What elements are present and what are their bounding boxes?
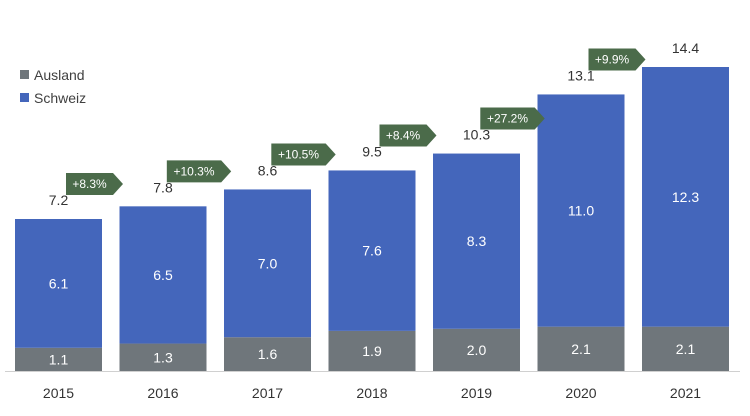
- growth-label-2021: +9.9%: [595, 52, 630, 66]
- bar-schweiz-2015: [15, 219, 102, 348]
- bar-label-schweiz-2021: 12.3: [672, 189, 699, 205]
- bar-label-ausland-2021: 2.1: [676, 341, 696, 357]
- bar-label-ausland-2020: 2.1: [571, 341, 591, 357]
- growth-tag-2017: [166, 160, 232, 183]
- growth-tag-2018: [271, 143, 336, 166]
- bar-ausland-2018: [328, 330, 416, 371]
- bar-label-schweiz-2018: 7.6: [362, 243, 382, 259]
- bar-label-schweiz-2020: 11.0: [568, 203, 594, 219]
- legend: Ausland Schweiz: [20, 63, 86, 109]
- bar-ausland-2015: [15, 347, 102, 371]
- bar-label-ausland-2016: 1.3: [153, 349, 173, 365]
- total-label-2017: 8.6: [258, 162, 278, 178]
- bar-label-schweiz-2017: 7.0: [258, 255, 278, 271]
- bar-ausland-2016: [119, 343, 207, 371]
- bar-ausland-2021: [642, 326, 729, 371]
- growth-tag-2016: [66, 173, 123, 195]
- bar-schweiz-2021: [642, 67, 729, 327]
- bar-schweiz-2019: [433, 153, 520, 329]
- legend-label-ausland: Ausland: [34, 66, 85, 83]
- x-tick-2021: 2021: [670, 385, 701, 401]
- total-label-2019: 10.3: [463, 127, 490, 143]
- bar-label-schweiz-2015: 6.1: [49, 275, 69, 291]
- legend-item-ausland: Ausland: [20, 63, 86, 86]
- bar-label-ausland-2017: 1.6: [258, 346, 278, 362]
- growth-label-2016: +8.3%: [72, 177, 107, 191]
- x-tick-2017: 2017: [252, 385, 283, 401]
- bar-label-schweiz-2016: 6.5: [153, 267, 173, 283]
- x-tick-2018: 2018: [356, 385, 387, 401]
- x-tick-2019: 2019: [461, 385, 492, 401]
- growth-tag-2020: [480, 107, 545, 130]
- growth-label-2018: +10.5%: [278, 147, 319, 161]
- total-label-2018: 9.5: [362, 143, 382, 159]
- bar-label-ausland-2015: 1.1: [49, 351, 69, 367]
- total-label-2016: 7.8: [153, 179, 173, 195]
- x-tick-2015: 2015: [43, 385, 74, 401]
- total-label-2015: 7.2: [49, 192, 69, 208]
- legend-label-schweiz: Schweiz: [34, 89, 87, 106]
- growth-tag-2021: [588, 48, 646, 71]
- bar-label-ausland-2018: 1.9: [362, 343, 382, 359]
- legend-swatch-schweiz: [20, 93, 29, 102]
- bar-schweiz-2017: [224, 189, 311, 338]
- growth-label-2020: +27.2%: [487, 112, 528, 126]
- bar-label-ausland-2019: 2.0: [467, 342, 487, 358]
- total-label-2020: 13.1: [567, 67, 594, 83]
- legend-item-schweiz: Schweiz: [20, 86, 86, 109]
- total-label-2021: 14.4: [672, 40, 699, 56]
- bar-ausland-2019: [433, 328, 520, 371]
- bar-schweiz-2016: [119, 206, 207, 344]
- bar-ausland-2017: [224, 337, 311, 371]
- bar-label-schweiz-2019: 8.3: [467, 233, 487, 249]
- legend-swatch-ausland: [20, 70, 29, 79]
- bar-schweiz-2020: [537, 94, 625, 327]
- growth-label-2019: +8.4%: [386, 128, 421, 142]
- growth-tag-2019: [379, 124, 437, 147]
- x-tick-2016: 2016: [147, 385, 178, 401]
- bar-schweiz-2018: [328, 170, 416, 331]
- growth-label-2017: +10.3%: [173, 164, 214, 178]
- bar-ausland-2020: [537, 326, 625, 371]
- x-tick-2020: 2020: [565, 385, 596, 401]
